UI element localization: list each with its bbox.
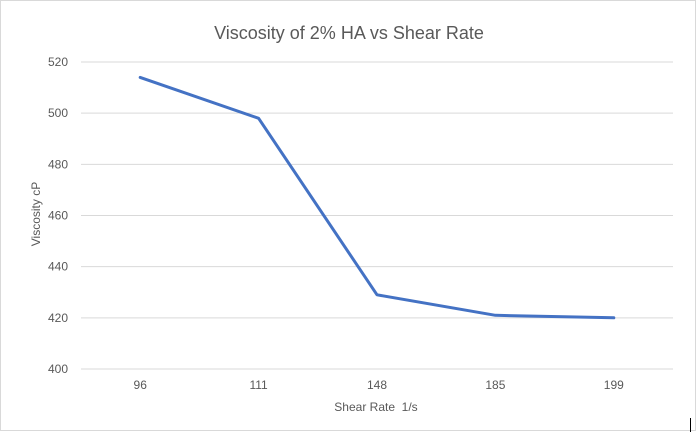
x-axis-label: Shear Rate 1/s xyxy=(334,400,417,414)
x-tick-label: 148 xyxy=(367,378,387,392)
y-axis-label: Viscosity cP xyxy=(29,182,43,246)
x-tick-label: 199 xyxy=(604,378,624,392)
y-tick-label: 400 xyxy=(48,362,68,376)
series-layer xyxy=(138,75,616,320)
y-axis-ticks: 400 420 440 460 480 500 520 xyxy=(48,55,68,376)
x-tick-label: 111 xyxy=(249,378,268,392)
y-tick-label: 480 xyxy=(48,157,68,171)
x-tick-label: 185 xyxy=(485,378,505,392)
x-axis-ticks: 96 111 148 185 199 xyxy=(134,378,625,392)
x-tick-label: 96 xyxy=(134,378,148,392)
gridlines xyxy=(81,61,673,370)
y-tick-label: 520 xyxy=(48,55,68,69)
y-tick-label: 500 xyxy=(48,106,68,120)
text-cursor xyxy=(690,418,691,432)
y-tick-label: 460 xyxy=(48,209,68,223)
chart-title: Viscosity of 2% HA vs Shear Rate xyxy=(214,23,484,43)
y-tick-label: 420 xyxy=(48,311,68,325)
y-tick-label: 440 xyxy=(48,260,68,274)
